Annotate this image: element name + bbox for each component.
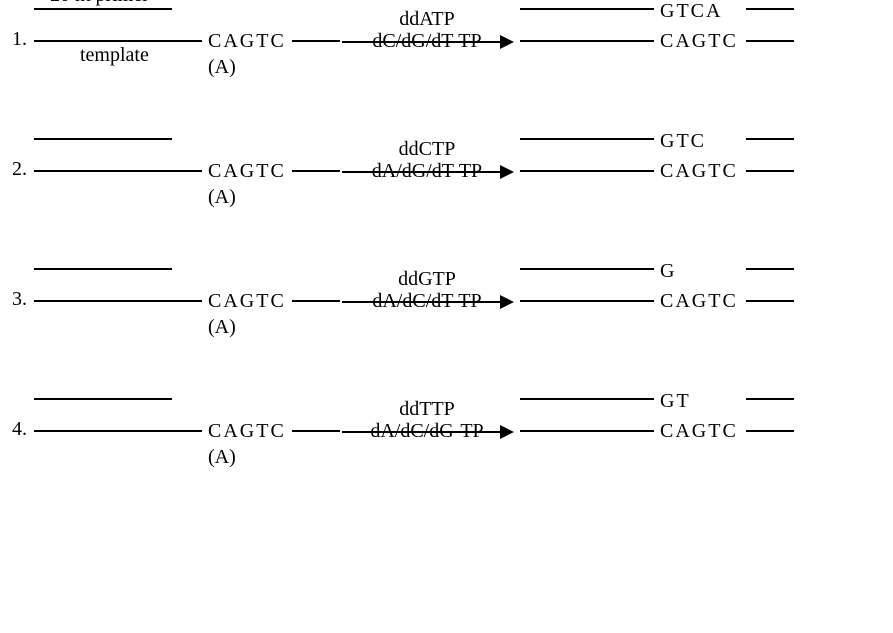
product-primer-strand — [520, 138, 654, 140]
tail-lines — [746, 6, 794, 76]
product-duplex — [520, 266, 654, 338]
arrow-line-icon — [342, 41, 512, 43]
product-template-strand — [520, 300, 654, 302]
tail-top — [746, 138, 794, 140]
arrow-line-icon — [342, 431, 512, 433]
product-template-seq: CAGTC — [660, 160, 738, 183]
overhang-seq: CAGTC — [208, 160, 286, 183]
reaction-row: 1. 20 nt primer template CAGTC (A) ddATP… — [12, 6, 881, 78]
product-ext-seq: GTC — [660, 130, 706, 153]
connector-line — [292, 300, 340, 302]
product-ext-seq: G — [660, 260, 676, 283]
primer-label: 20 nt primer — [50, 0, 149, 7]
overhang-seq: CAGTC — [208, 420, 286, 443]
connector-line — [292, 170, 340, 172]
sanger-diagram: 1. 20 nt primer template CAGTC (A) ddATP… — [0, 0, 893, 633]
ddntp-label: ddGTP — [342, 268, 512, 290]
product-template-strand — [520, 40, 654, 42]
product-ext-seq: GT — [660, 390, 691, 413]
marker-a: (A) — [208, 316, 236, 339]
row-index: 2. — [12, 136, 34, 181]
product-primer-strand — [520, 268, 654, 270]
reaction-row: 2. CAGTC (A) ddCTP dA/dG/dT-TP GTC CAGTC — [12, 136, 881, 208]
tail-bot — [746, 430, 794, 432]
template-overhang: CAGTC (A) — [202, 136, 292, 206]
primer-template-left — [34, 136, 202, 208]
overhang-seq: CAGTC — [208, 290, 286, 313]
template-label: template — [80, 44, 149, 67]
tail-lines — [746, 136, 794, 206]
primer-strand — [34, 398, 172, 400]
primer-template-left: 20 nt primer template — [34, 6, 202, 78]
product-template-seq: CAGTC — [660, 30, 738, 53]
primer-template-left — [34, 266, 202, 338]
primer-strand — [34, 138, 172, 140]
product-template-seq: CAGTC — [660, 290, 738, 313]
connector-line — [292, 40, 340, 42]
marker-a: (A) — [208, 446, 236, 469]
marker-a: (A) — [208, 56, 236, 79]
template-strand — [34, 170, 202, 172]
reaction-arrow: ddTTP dA/dC/dG-TP — [342, 396, 512, 433]
template-overhang: CAGTC (A) — [202, 266, 292, 336]
product-template-strand — [520, 170, 654, 172]
template-strand — [34, 430, 202, 432]
overhang-seq: CAGTC — [208, 30, 286, 53]
tail-bot — [746, 170, 794, 172]
arrow-line-icon — [342, 171, 512, 173]
primer-template-left — [34, 396, 202, 468]
connector-line — [292, 430, 340, 432]
row-index: 1. — [12, 6, 34, 51]
reaction-row: 3. CAGTC (A) ddGTP dA/dC/dT-TP G CAGTC — [12, 266, 881, 338]
ddntp-label: ddCTP — [342, 138, 512, 160]
tail-bot — [746, 40, 794, 42]
reaction-row: 4. CAGTC (A) ddTTP dA/dC/dG-TP GT CAGTC — [12, 396, 881, 468]
template-strand — [34, 300, 202, 302]
product-ext-seq: GTCA — [660, 0, 722, 23]
product-template-seq: CAGTC — [660, 420, 738, 443]
product-duplex — [520, 396, 654, 468]
ddntp-label: ddTTP — [342, 398, 512, 420]
tail-bot — [746, 300, 794, 302]
product-primer-strand — [520, 8, 654, 10]
reaction-arrow: ddATP dC/dG/dT-TP — [342, 6, 512, 43]
product-duplex — [520, 136, 654, 208]
product-overhang: G CAGTC — [654, 266, 746, 336]
template-overhang: CAGTC (A) — [202, 396, 292, 466]
product-overhang: GTC CAGTC — [654, 136, 746, 206]
arrow-line-icon — [342, 301, 512, 303]
reaction-arrow: ddCTP dA/dG/dT-TP — [342, 136, 512, 173]
tail-top — [746, 268, 794, 270]
product-overhang: GTCA CAGTC — [654, 6, 746, 76]
product-overhang: GT CAGTC — [654, 396, 746, 466]
primer-strand — [34, 268, 172, 270]
tail-top — [746, 8, 794, 10]
template-overhang: CAGTC (A) — [202, 6, 292, 76]
product-duplex — [520, 6, 654, 78]
tail-lines — [746, 396, 794, 466]
primer-strand — [34, 8, 172, 10]
row-index: 3. — [12, 266, 34, 311]
tail-lines — [746, 266, 794, 336]
template-strand — [34, 40, 202, 42]
ddntp-label: ddATP — [342, 8, 512, 30]
row-index: 4. — [12, 396, 34, 441]
reaction-arrow: ddGTP dA/dC/dT-TP — [342, 266, 512, 303]
product-primer-strand — [520, 398, 654, 400]
tail-top — [746, 398, 794, 400]
marker-a: (A) — [208, 186, 236, 209]
product-template-strand — [520, 430, 654, 432]
